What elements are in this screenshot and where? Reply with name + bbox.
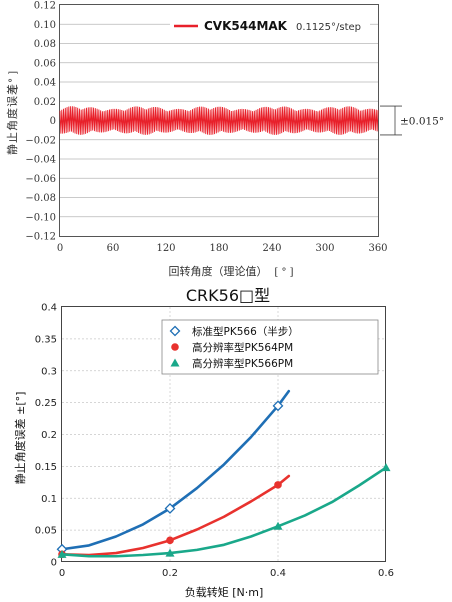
y-tick-label: 0.2 — [41, 430, 57, 441]
amplitude-annotation: ±0.015° — [380, 105, 444, 136]
y-tick-label: 0.04 — [34, 78, 56, 89]
x-tick-label: 0 — [59, 568, 65, 579]
y-axis-title: 静止角度误差 — [5, 83, 19, 155]
data-point-pk566 — [272, 400, 284, 412]
legend-series-name: CVK544MAK — [204, 19, 288, 33]
y-tick-label: 0.4 — [41, 303, 57, 314]
data-point-pk564pm — [274, 481, 282, 489]
legend-background — [170, 18, 370, 34]
legend-marker-pk566pm — [170, 358, 180, 367]
y-tick-labels: 0 0.05 0.1 0.15 0.2 0.25 0.3 0.35 0.4 — [35, 303, 57, 569]
y-tick-label: −0.10 — [25, 212, 56, 223]
annotation-label: ±0.015° — [400, 116, 444, 128]
x-tick-label: 360 — [368, 243, 387, 254]
x-axis-title: 回转角度（理论值） — [169, 264, 268, 278]
legend-markers — [169, 325, 181, 367]
y-tick-label: 0.12 — [34, 1, 56, 12]
y-tick-label: 0.08 — [34, 39, 56, 50]
y-tick-label: 0.3 — [41, 366, 57, 377]
x-tick-label: 60 — [107, 243, 120, 254]
x-tick-labels: 0 60 120 180 240 300 360 — [57, 243, 388, 254]
y-tick-label: −0.08 — [25, 193, 56, 204]
series-line-pk566 — [60, 389, 291, 551]
x-tick-label: 180 — [209, 243, 228, 254]
y-axis-title: 静止角度误差 ±[°] — [13, 392, 27, 485]
chart-title: CRK56□型 — [186, 286, 270, 305]
y-tick-label: −0.04 — [25, 155, 56, 166]
data-point-pk564pm — [166, 536, 174, 545]
data-point-pk566pm — [273, 521, 283, 530]
data-point-pk566 — [164, 503, 176, 514]
legend: 标准型PK566（半步） 高分辨率型PK564PM 高分辨率型PK566PM — [161, 319, 379, 375]
y-tick-label: 0 — [50, 116, 56, 127]
y-tick-label: 0.10 — [34, 20, 56, 31]
y-tick-label: −0.06 — [25, 174, 56, 185]
y-tick-label: 0.02 — [34, 97, 56, 108]
y-axis-unit: [ ° ] — [8, 71, 19, 90]
y-tick-labels: 0.12 0.10 0.08 0.06 0.04 0.02 0 −0.02 −0.04 −0.06… — [25, 1, 56, 243]
angle-error-chart: 0.12 0.10 0.08 0.06 0.04 0.02 0 −0.02 −0.04 −0.06… — [5, 1, 444, 279]
series-cvk544mak — [59, 106, 379, 135]
data-point-pk566pm — [165, 548, 175, 557]
series-line-pk564pm — [60, 474, 291, 557]
data-point-pk566pm — [57, 549, 67, 558]
x-tick-labels: 0 0.2 0.4 0.6 — [59, 568, 394, 579]
legend-marker-pk566 — [169, 325, 181, 337]
y-tick-label: 0.25 — [35, 398, 57, 409]
y-tick-label: 0.05 — [35, 526, 57, 537]
x-tick-label: 300 — [315, 243, 334, 254]
series-line-cvk544mak — [59, 106, 379, 135]
legend-step-label: 0.1125°/step — [296, 22, 361, 33]
y-tick-label: −0.02 — [25, 135, 56, 146]
legend-label-pk566: 标准型PK566（半步） — [192, 325, 299, 338]
series-line-pk566pm — [60, 466, 388, 558]
y-tick-label: 0 — [51, 558, 57, 569]
y-tick-label: 0.06 — [34, 58, 56, 69]
series-group — [56, 389, 391, 559]
y-tick-label: 0.35 — [35, 334, 57, 345]
x-axis-unit: [ ° ] — [274, 267, 293, 278]
x-axis-title: 负载转矩 [N·m] — [185, 585, 264, 599]
data-point-pk566pm — [381, 463, 391, 472]
legend: CVK544MAK 0.1125°/step — [170, 18, 370, 34]
y-tick-label: 0.15 — [35, 462, 57, 473]
legend-box — [161, 319, 379, 375]
x-tick-label: 120 — [156, 243, 175, 254]
x-tick-label: 0.6 — [378, 568, 394, 579]
x-tick-label: 0.2 — [162, 568, 178, 579]
y-tick-label: 0.1 — [41, 494, 57, 505]
legend-label-pk564pm: 高分辨率型PK564PM — [192, 341, 293, 354]
y-tick-label: −0.12 — [25, 232, 56, 243]
legend-label-pk566pm: 高分辨率型PK566PM — [192, 357, 293, 370]
x-tick-label: 0.4 — [270, 568, 286, 579]
x-tick-label: 0 — [57, 243, 63, 254]
x-tick-label: 240 — [262, 243, 281, 254]
legend-marker-pk564pm — [171, 343, 179, 351]
